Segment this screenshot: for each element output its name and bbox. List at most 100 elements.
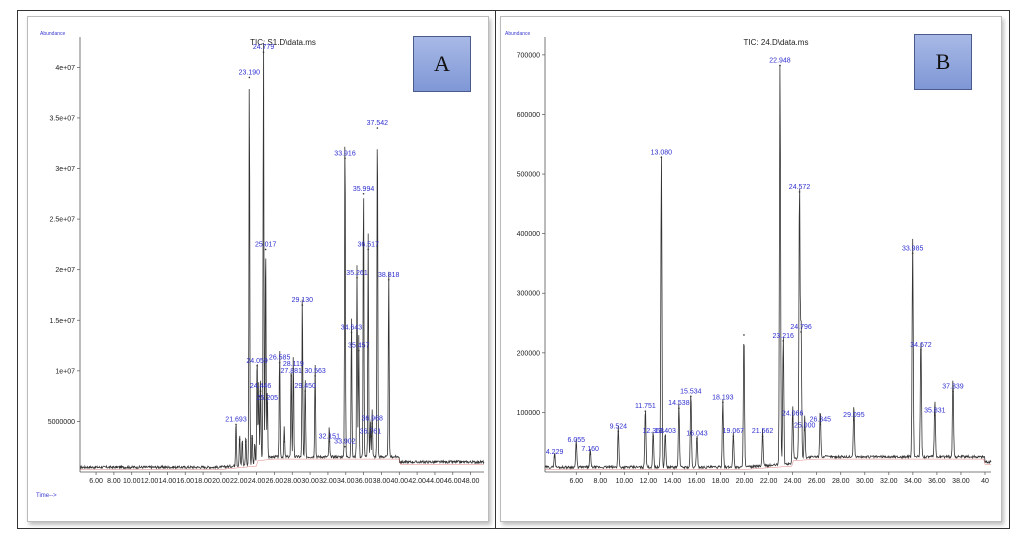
peak-label: 25.000: [794, 422, 816, 429]
peak-label: 4.229: [546, 449, 564, 456]
chart-title: TIC: 24.D\data.ms: [744, 38, 809, 47]
chart-title: TIC: S1.D\data.ms: [250, 38, 316, 47]
x-tick-label: 6.00: [569, 478, 583, 485]
y-tick-label: 100000: [517, 410, 540, 417]
peak-point: [387, 278, 390, 281]
peak-label: 27.881: [280, 368, 302, 375]
peak-point: [235, 423, 237, 426]
peak-point: [644, 410, 647, 413]
peak-label: 35.831: [924, 407, 946, 414]
peak-label: 29.130: [292, 297, 314, 304]
peak-point: [344, 445, 346, 448]
peak-label: 28.119: [283, 361, 304, 368]
x-tick-label: 28.00: [283, 478, 301, 485]
peak-point: [257, 395, 260, 397]
peak-label: 26.585: [269, 355, 291, 362]
peak-label: 26.345: [810, 416, 832, 423]
x-tick-label: 18.00: [194, 478, 212, 485]
peak-point: [278, 361, 281, 364]
peak-point: [266, 402, 269, 405]
panel-divider: [495, 10, 496, 529]
y-axis-note: Abundance: [40, 31, 66, 37]
x-tick-label: 20.00: [212, 478, 230, 485]
peak-point: [911, 252, 914, 255]
x-tick-label: 10.00: [123, 478, 141, 485]
x-tick-label: 24.00: [784, 478, 802, 485]
peak-point: [304, 390, 306, 392]
peak-label: 14.538: [668, 400, 690, 407]
y-tick-label: 200000: [517, 350, 540, 357]
x-tick-label: 38.00: [373, 478, 391, 485]
peak-label: 36.968: [361, 415, 383, 422]
peak-point: [259, 390, 262, 392]
y-tick-label: 700000: [517, 52, 540, 59]
peak-point: [920, 349, 922, 351]
x-tick-label: 44.00: [426, 478, 444, 485]
peak-point: [328, 440, 331, 443]
peak-point: [248, 76, 251, 79]
peak-label: 29.450: [294, 383, 316, 390]
peak-point: [779, 64, 781, 67]
peak-point: [803, 429, 806, 432]
x-axis-note: Time-->: [36, 493, 57, 499]
integration-baseline: [80, 458, 484, 470]
peak-point: [553, 456, 556, 458]
peak-point: [262, 51, 265, 53]
peak-label: 18.193: [712, 394, 734, 401]
peak-label: 29.095: [843, 412, 865, 419]
peak-point: [678, 407, 680, 410]
peak-point: [660, 156, 663, 159]
y-tick-label: 300000: [517, 291, 540, 298]
peak-label: 36.761: [360, 429, 382, 436]
peak-point: [722, 401, 724, 404]
peak-point: [314, 375, 316, 377]
y-tick-label: 2e+07: [55, 267, 75, 274]
peak-point: [690, 395, 692, 398]
peak-point: [798, 191, 801, 193]
y-tick-label: 1e+07: [55, 368, 75, 375]
peak-point: [253, 448, 256, 451]
peak-point: [283, 440, 286, 443]
x-tick-label: 38.00: [952, 478, 970, 485]
x-tick-label: 32.00: [880, 478, 898, 485]
y-tick-label: 400000: [517, 231, 540, 238]
peak-label: 35.994: [353, 186, 375, 193]
peak-point: [245, 440, 247, 443]
x-tick-label: 36.00: [928, 478, 946, 485]
peak-point: [356, 276, 358, 279]
peak-label: 12.363: [642, 428, 664, 435]
chromatogram-a-svg: TIC: S1.D\data.ms Abundance Time--> 5000000…: [36, 31, 485, 499]
x-tick-label: 48.00: [462, 478, 480, 485]
x-tick-label: 36.00: [355, 478, 373, 485]
x-tick-label: 12.00: [640, 478, 658, 485]
peak-point: [664, 435, 667, 438]
peak-label: 35.457: [348, 343, 370, 350]
peak-label: 24.796: [790, 324, 812, 331]
peak-point: [652, 435, 654, 438]
peak-point: [241, 443, 244, 446]
x-tick-label: 26.00: [808, 478, 826, 485]
peak-point: [344, 157, 346, 160]
x-tick-label: 8.00: [593, 478, 607, 485]
peak-label: 34.672: [910, 342, 932, 349]
y-tick-label: 1.5e+07: [50, 318, 76, 325]
peak-point: [934, 414, 936, 417]
peak-label: 13.080: [651, 149, 673, 156]
panel-label-b: B: [914, 34, 972, 90]
peak-label: 24.446: [250, 383, 272, 390]
y-axis-note: Abundance: [505, 31, 531, 37]
x-tick-label: 40: [981, 478, 989, 485]
peak-point: [251, 437, 253, 440]
peak-label: 9.524: [610, 423, 628, 430]
y-tick-label: 500000: [517, 172, 540, 179]
x-tick-label: 24.00: [248, 478, 266, 485]
peak-point: [696, 437, 698, 440]
peak-point: [761, 435, 764, 438]
x-tick-label: 20.00: [736, 478, 754, 485]
peak-label: 38.818: [378, 272, 400, 279]
x-tick-label: 6.00: [89, 478, 103, 485]
chromatogram-panel-a: TIC: S1.D\data.ms Abundance Time--> 5000000…: [27, 16, 489, 522]
panel-label-a: A: [413, 36, 471, 92]
x-tick-label: 34.00: [904, 478, 922, 485]
peak-point: [292, 368, 295, 370]
